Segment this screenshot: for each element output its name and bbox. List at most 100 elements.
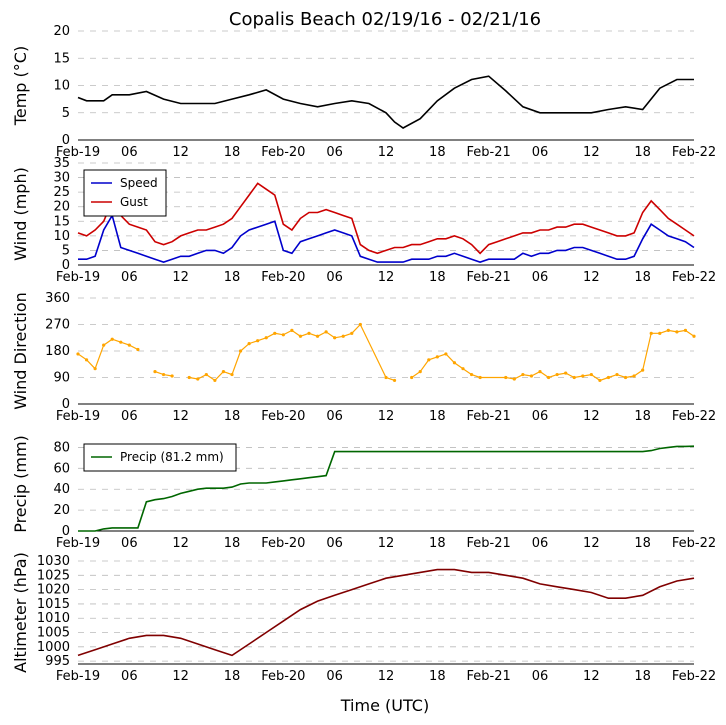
y-tick-label: 1015	[37, 597, 70, 612]
x-tick-label: 06	[532, 145, 549, 160]
x-tick-label: Feb-22	[672, 536, 716, 551]
x-tick-label: 18	[429, 145, 446, 160]
y-tick-label: 1000	[37, 640, 70, 655]
y-axis-label: Temp (°C)	[11, 46, 30, 126]
x-tick-label: Feb-22	[672, 669, 716, 684]
y-tick-label: 360	[45, 291, 70, 306]
y-tick-label: 25	[53, 185, 70, 200]
x-tick-label: 12	[583, 145, 600, 160]
x-tick-label: Feb-20	[261, 270, 305, 285]
x-tick-label: 18	[429, 409, 446, 424]
y-tick-label: 0	[62, 524, 70, 539]
x-tick-label: 18	[224, 409, 241, 424]
y-tick-label: 180	[45, 344, 70, 359]
x-tick-label: 12	[378, 145, 395, 160]
x-tick-label: 12	[583, 409, 600, 424]
x-tick-label: Feb-21	[467, 145, 511, 160]
x-tick-label: 06	[326, 409, 343, 424]
x-tick-label: 18	[429, 270, 446, 285]
x-tick-label: 12	[172, 145, 189, 160]
x-tick-label: Feb-19	[56, 669, 100, 684]
x-tick-label: 06	[326, 669, 343, 684]
x-tick-label: 06	[121, 270, 138, 285]
series-line	[77, 323, 695, 382]
y-tick-label: 30	[53, 171, 70, 186]
y-tick-label: 10	[53, 79, 70, 94]
x-tick-label: Feb-21	[467, 669, 511, 684]
x-tick-label: Feb-21	[467, 409, 511, 424]
x-tick-label: 12	[378, 536, 395, 551]
x-tick-label: Feb-19	[56, 270, 100, 285]
x-tick-label: 06	[532, 270, 549, 285]
y-tick-label: 1030	[37, 554, 70, 569]
y-axis-label: Wind (mph)	[11, 167, 30, 261]
panel-0: 0 5 10 15 20 Temp (°C) Feb-19 06 12 18 Feb-20 06 12 1…	[11, 24, 716, 160]
y-axis-label: Precip (mm)	[11, 435, 30, 533]
x-tick-label: 18	[634, 270, 651, 285]
series-line	[77, 182, 695, 255]
x-tick-label: Feb-20	[261, 409, 305, 424]
x-tick-label: 06	[121, 536, 138, 551]
panel-2: 0 90 180 270 360 Wind Direction Feb-19 06 12 18 Fe…	[11, 291, 716, 424]
y-tick-label: 60	[53, 461, 70, 476]
x-tick-label: 12	[583, 536, 600, 551]
x-tick-label: 18	[634, 145, 651, 160]
x-tick-label: 18	[429, 669, 446, 684]
x-axis-label: Time (UTC)	[340, 696, 429, 715]
y-tick-label: 5	[62, 243, 70, 258]
x-tick-label: 06	[326, 536, 343, 551]
x-tick-label: 06	[326, 270, 343, 285]
x-tick-label: 18	[224, 536, 241, 551]
y-tick-label: 1010	[37, 611, 70, 626]
x-tick-label: 06	[532, 669, 549, 684]
x-tick-label: Feb-19	[56, 536, 100, 551]
y-tick-label: 15	[53, 214, 70, 229]
legend-label: Speed	[120, 176, 158, 190]
y-axis-label: Wind Direction	[11, 292, 30, 410]
x-tick-label: 06	[532, 536, 549, 551]
x-tick-label: 06	[326, 145, 343, 160]
x-tick-label: 18	[429, 536, 446, 551]
y-tick-label: 40	[53, 482, 70, 497]
x-tick-label: 12	[172, 536, 189, 551]
y-tick-label: 0	[62, 133, 70, 148]
x-tick-label: 18	[634, 536, 651, 551]
x-tick-label: 12	[583, 270, 600, 285]
y-tick-label: 35	[53, 156, 70, 171]
x-tick-label: 12	[378, 270, 395, 285]
x-tick-label: Feb-20	[261, 669, 305, 684]
y-tick-label: 90	[53, 371, 70, 386]
x-tick-label: 12	[583, 669, 600, 684]
x-tick-label: 06	[532, 409, 549, 424]
y-tick-label: 0	[62, 397, 70, 412]
series-line	[78, 213, 695, 263]
y-tick-label: 270	[45, 318, 70, 333]
x-tick-label: 06	[121, 409, 138, 424]
panel-3: 0 20 40 60 80 Precip (mm) Feb-19 06 12 18 Feb-20 06…	[11, 435, 716, 551]
y-tick-label: 20	[53, 503, 70, 518]
x-tick-label: 12	[172, 409, 189, 424]
y-axis-label: Altimeter (hPa)	[11, 552, 30, 673]
x-tick-label: Feb-20	[261, 536, 305, 551]
x-tick-label: 18	[224, 145, 241, 160]
legend-box	[83, 169, 167, 217]
data-point	[170, 374, 174, 378]
x-tick-label: 12	[172, 270, 189, 285]
x-tick-label: Feb-19	[56, 145, 100, 160]
x-tick-label: 18	[224, 669, 241, 684]
y-tick-label: 20	[53, 200, 70, 215]
x-tick-label: 18	[224, 270, 241, 285]
legend-label: Gust	[120, 195, 148, 209]
series-line	[78, 445, 695, 532]
y-tick-label: 80	[53, 440, 70, 455]
x-tick-label: 12	[378, 409, 395, 424]
x-tick-label: Feb-21	[467, 270, 511, 285]
x-tick-label: 06	[121, 145, 138, 160]
x-tick-label: 12	[378, 669, 395, 684]
x-tick-label: Feb-22	[672, 145, 716, 160]
y-tick-label: 1005	[37, 626, 70, 641]
